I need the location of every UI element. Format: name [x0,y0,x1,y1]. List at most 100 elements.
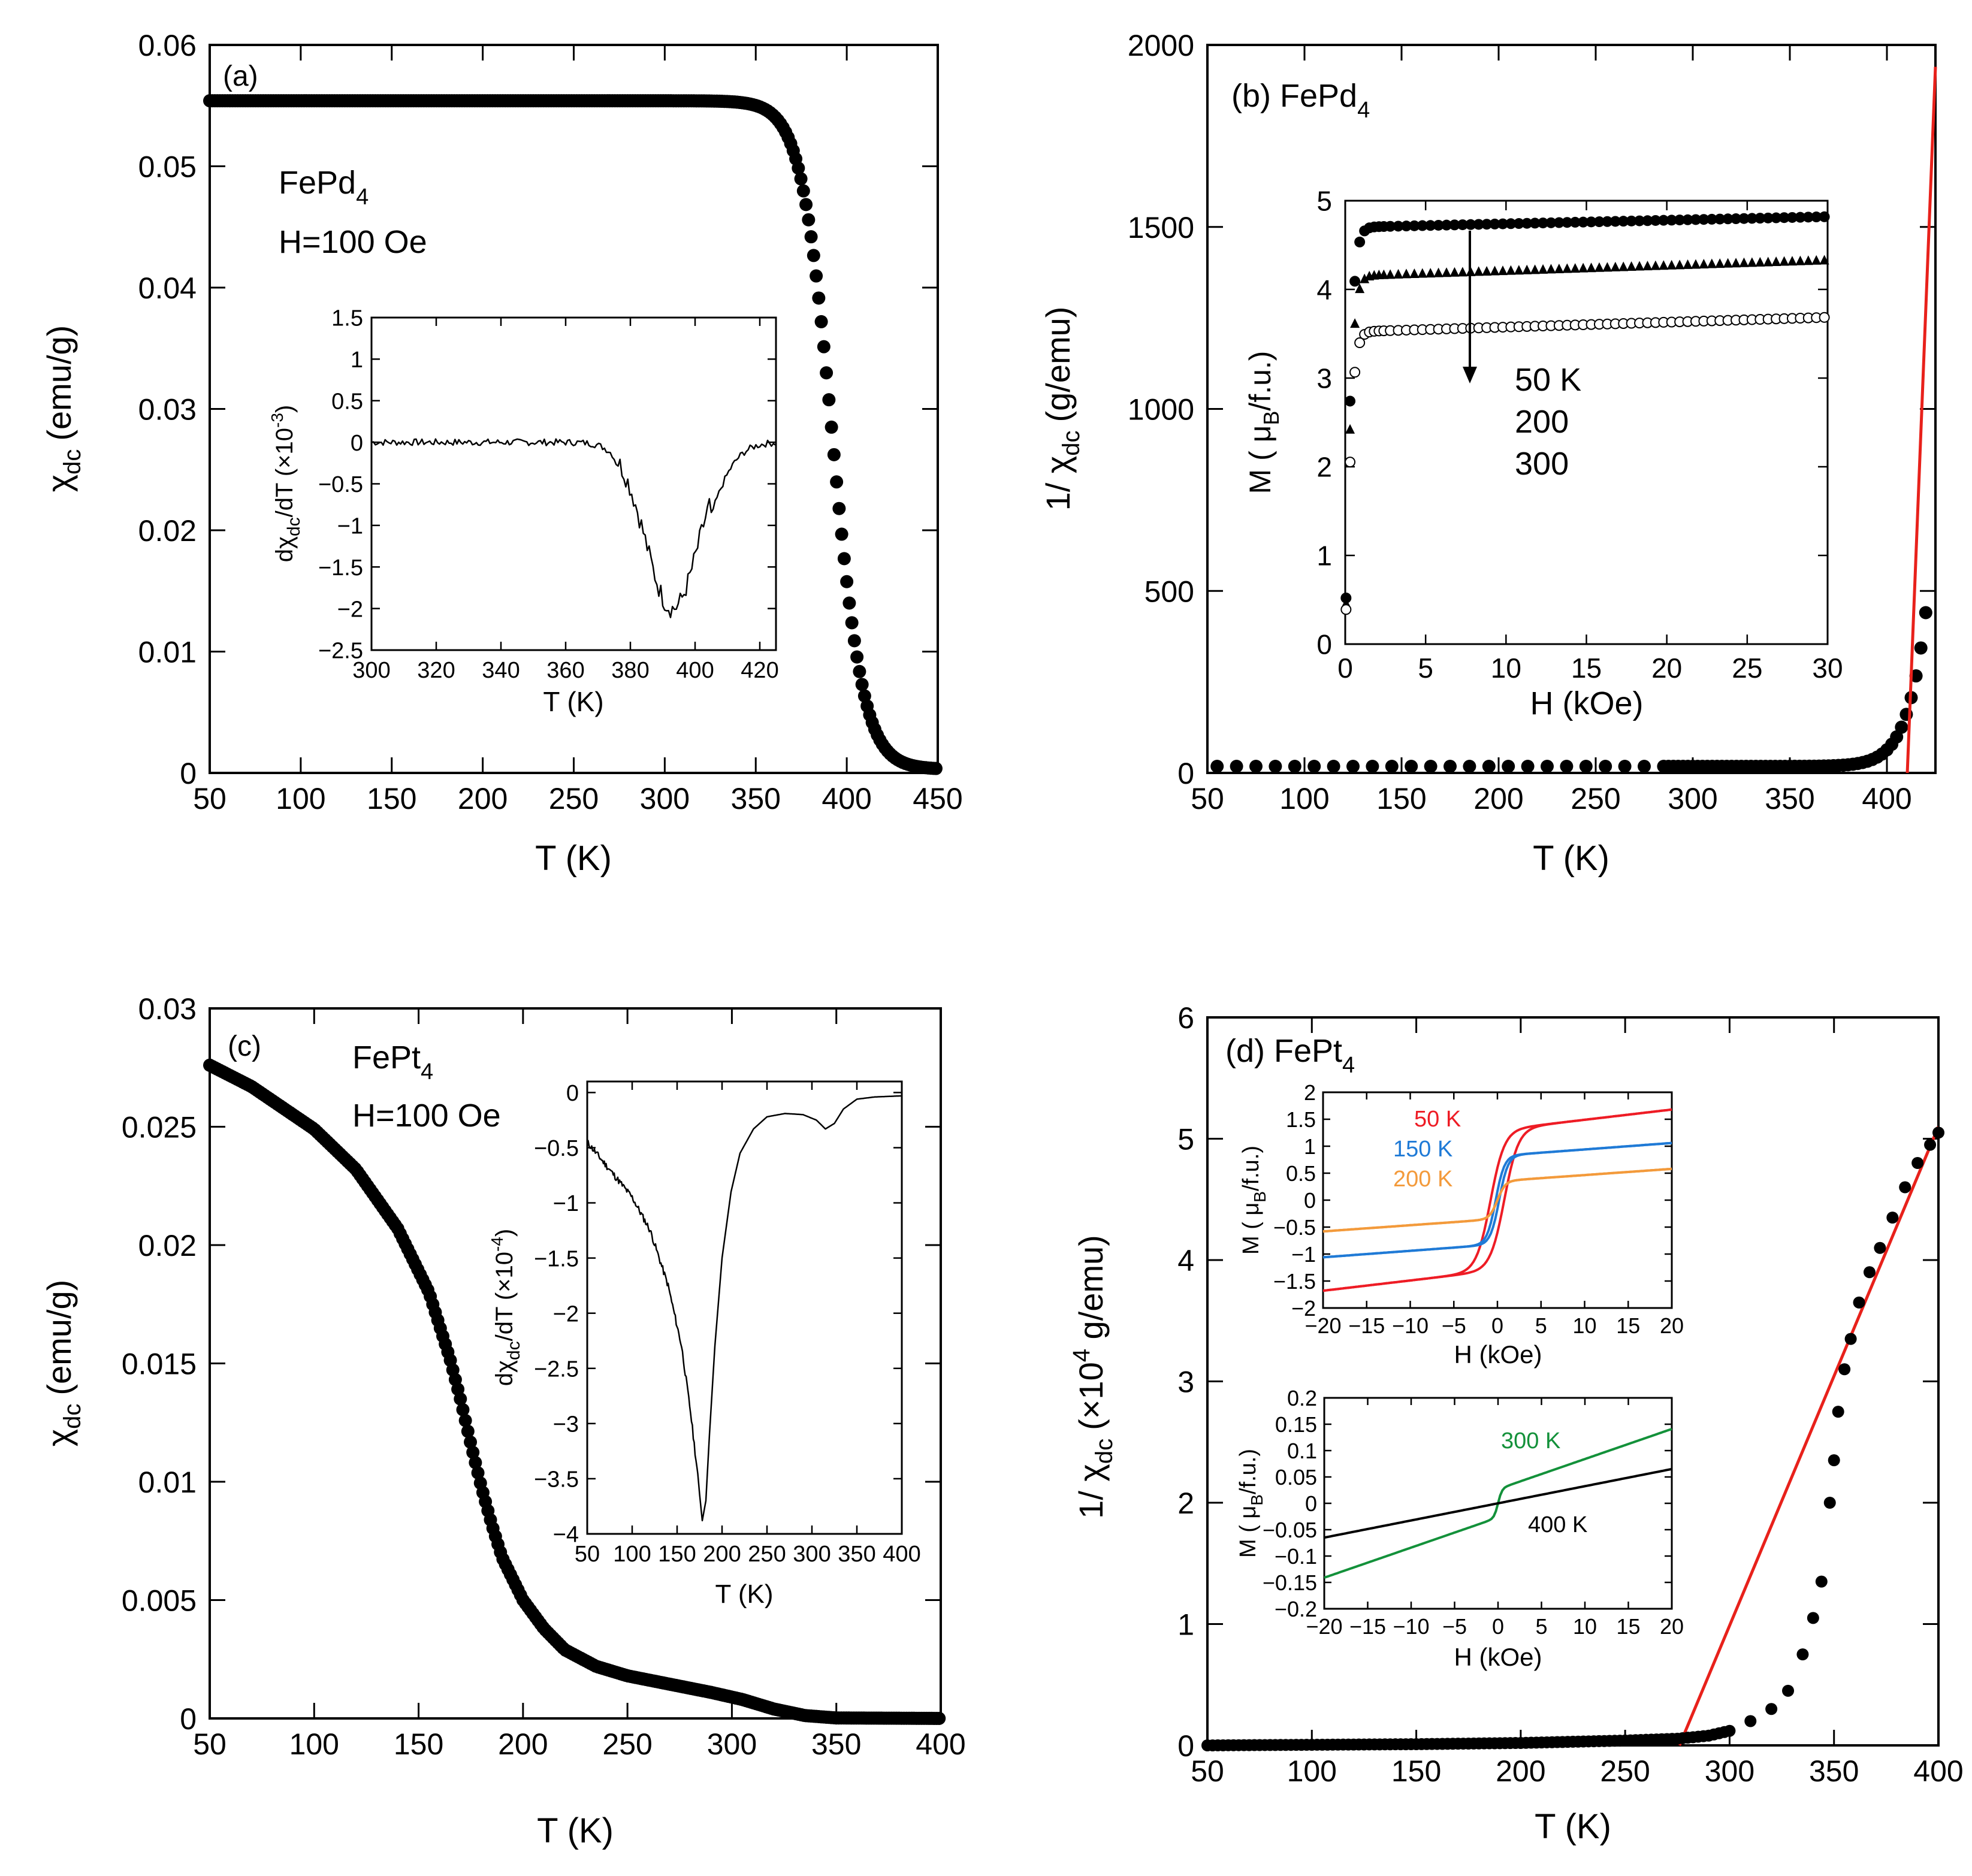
panel-b-data-point [1599,760,1612,774]
panel-a-inset-y-tick-label: 1 [351,348,363,373]
panel-a-data-point [857,689,871,703]
panel-a-data-point [825,420,838,434]
panel-a-data-point [855,678,869,691]
panel-a-data-point [799,198,813,212]
panel-a-data-point [822,393,836,407]
panel-c-x-tick-label: 50 [193,1727,227,1761]
panel-d-inset-top-data [1322,1108,1672,1292]
panel-b-inset-point-50k [1473,219,1484,230]
panel-c-inset-x-tick-label: 250 [748,1542,786,1567]
panel-d-inset-top-y-tick-label: 1 [1304,1134,1316,1159]
panel-a-x-tick-label: 300 [640,782,690,815]
panel-c-inset-y-label: dχdc/dT (×10-4) [488,1229,524,1386]
panel-b-y-label: 1/ χdc(g/emu) [1039,307,1085,511]
panel-d-inset-bottom-x-tick-label: 10 [1573,1614,1597,1639]
panel-b-inset-point-50k [1489,218,1500,229]
panel-b-inset-point-50k [1433,219,1444,231]
panel-b-data-point [1385,760,1399,774]
panel-d-x-tick-label: 100 [1287,1754,1337,1788]
panel-c-inset-x-tick-label: 350 [838,1542,875,1567]
panel-d-data-point [1853,1296,1865,1309]
panel-d-inset-top-y-tick-label: −1.5 [1273,1269,1316,1294]
panel-d-inset-top-y-tick-label: 0.5 [1286,1161,1316,1186]
panel-b-inset-x-tick-label: 10 [1491,652,1521,684]
panel-d-data-point [1886,1212,1899,1224]
panel-a-inset-x-tick-label: 380 [611,658,649,683]
panel-c-data-point [471,1466,485,1480]
panel-b-x-ticks: 50 100 150 200 250 300 350 400 [1191,45,1912,815]
panel-b-inset-point-50k [1609,216,1621,227]
panel-b-inset-point-200k [1578,262,1589,273]
panel-a-data-point [817,340,831,354]
panel-b-inset-point-50k [1538,217,1549,229]
panel-d-inset-bottom-x-tick-label: 0 [1492,1614,1504,1639]
panel-b-inset-point-200k [1449,267,1460,277]
panel-c-inset-x-ticks: 50 100 150 200 250 300 350 400 [575,1082,921,1567]
panel-b-data-point [1482,760,1496,774]
panel-b-inset-point-50k [1650,215,1661,226]
panel-b-inset-point-50k [1602,216,1613,227]
panel-d-inset-bottom-y-tick-label: −0.15 [1263,1570,1317,1595]
panel-b-inset-x-tick-label: 25 [1732,652,1762,684]
panel-b-inset-point-50k [1521,217,1533,229]
panel-b-inset-point-200k [1554,263,1564,273]
panel-b-inset-point-200k [1385,269,1396,279]
panel-b-inset-point-50k [1349,276,1361,287]
panel-b-inset-arrow-head [1463,367,1477,383]
panel-b-data-point [1307,760,1321,774]
panel-b-inset-point-200k [1350,318,1360,328]
panel-c-inset: 50 100 150 200 250 300 350 400 −4 −3.5 −3 −2.5 −2 −1… [488,1080,921,1609]
panel-d-inset-top-legend-50k: 50 K [1414,1107,1461,1132]
panel-a-inset-x-tick-label: 400 [676,658,714,683]
panel-b-inset-y-label: M ( μB/f.u.) [1243,351,1284,494]
panel-b-inset-x-tick-label: 20 [1651,652,1682,684]
panel-b-inset-point-200k [1426,268,1436,278]
panel-b-inset-point-50k [1754,213,1766,224]
panel-d-data-point [1823,1497,1836,1509]
panel-b-inset-y-tick-label: 5 [1316,186,1332,217]
panel-b-inset-point-300k [1349,367,1361,378]
panel-b-inset-point-50k [1634,215,1645,226]
panel-d-y-tick-label: 3 [1177,1366,1194,1399]
panel-b-inset-legend-300: 300 [1515,446,1569,482]
panel-b-inset-point-200k [1506,265,1516,275]
panel-c-y-tick-label: 0.005 [122,1584,197,1618]
panel-c-inset-x-tick-label: 400 [883,1542,920,1567]
panel-b-inset-point-50k [1569,216,1581,228]
panel-a-x-tick-label: 100 [276,782,325,815]
panel-d-x-ticks: 50 100 150 200 250 300 350 400 [1191,1017,1964,1788]
panel-d-inset-top-x-tick-label: 10 [1572,1313,1596,1338]
panel-a-data-point [850,650,864,664]
panel-d-data-point [1744,1715,1757,1727]
panel-b-inset-point-50k [1802,212,1814,223]
panel-b-inset-point-50k [1738,213,1750,224]
panel-b-data-point [1919,606,1932,620]
panel-c-inset-y-tick-label: −0.5 [534,1136,579,1161]
panel-b-inset-point-200k [1787,256,1797,266]
panel-a-data-point [929,762,943,775]
panel-b-inset-point-50k [1722,213,1734,225]
panel-c-y-tick-label: 0.02 [138,1229,197,1262]
panel-b-x-tick-label: 150 [1376,782,1426,815]
panel-c-x-label: T (K) [537,1811,614,1850]
panel-b-x-tick-label: 350 [1765,782,1814,815]
panel-b-data-point [1579,760,1593,774]
panel-c-data-point [461,1424,475,1438]
panel-c-x-tick-label: 150 [394,1727,443,1761]
panel-b-x-tick-label: 250 [1571,782,1620,815]
panel-d-inset-top-x-tick-label: 20 [1660,1313,1684,1338]
panel-c-data-point [464,1435,478,1449]
panel-a-inset-data [371,438,776,618]
panel-b-inset-x-tick-label: 5 [1418,652,1433,684]
panel-b-inset-point-200k [1755,256,1765,267]
panel-b-data-point [1502,760,1515,774]
panel-b-inset-point-200k [1675,259,1685,270]
panel-a-data-point [845,616,859,630]
panel-d-x-tick-label: 350 [1809,1754,1859,1788]
panel-a-y-tick-label: 0.04 [138,271,197,305]
panel-a-inset-x-tick-label: 320 [417,658,455,683]
panel-b-inset-point-200k [1803,255,1813,265]
panel-b-x-tick-label: 300 [1668,782,1717,815]
panel-a-y-tick-label: 0.06 [138,29,197,62]
